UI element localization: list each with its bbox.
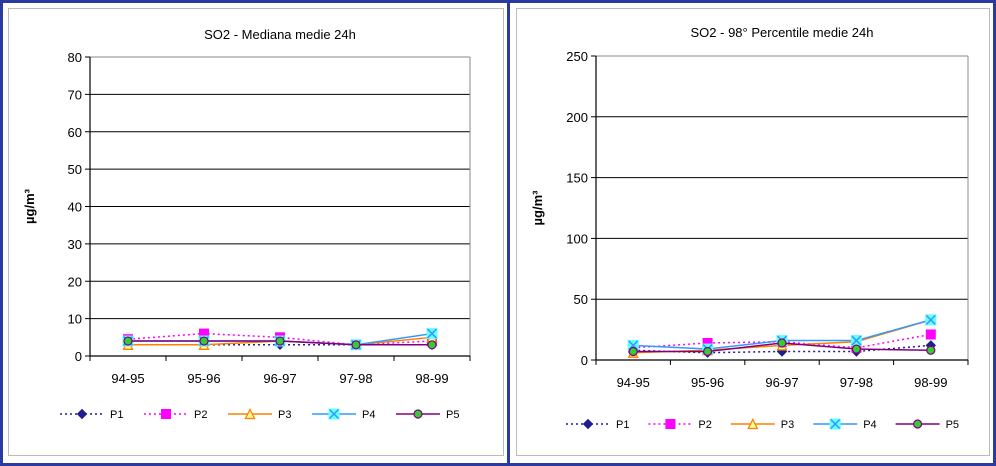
chart-area-border — [8, 8, 504, 456]
chart-title: SO2 - Mediana medie 24h — [204, 27, 356, 42]
y-tick-label: 60 — [68, 125, 82, 140]
chart-left: SO2 - Mediana medie 24h 0 10 20 30 40 50 60 70 80… — [8, 8, 504, 456]
chart-area-border — [516, 8, 990, 456]
x-tick-label: 97-98 — [840, 375, 873, 390]
legend-marker-p1 — [582, 418, 594, 430]
legend-marker-p4 — [328, 408, 340, 420]
data-point-p5 — [123, 336, 133, 346]
x-tick-label: 96-97 — [263, 371, 296, 386]
series-p5 — [123, 336, 437, 350]
data-point-p4-stroke-b — [426, 328, 438, 339]
data-point-p5 — [703, 346, 713, 357]
legend-label-p3: P3 — [278, 409, 291, 421]
x-tick-label: 96-97 — [765, 375, 798, 390]
legend: P1 P2 P3 P4 P5 — [566, 418, 959, 431]
y-tick-label: 50 — [574, 292, 588, 307]
y-tick-label: 50 — [68, 162, 82, 177]
data-point-p4 — [925, 314, 937, 326]
y-tick-label: 70 — [68, 87, 82, 102]
x-tick-label: 95-96 — [187, 371, 220, 386]
x-tick-label: 98-99 — [914, 375, 947, 390]
data-point-p5 — [851, 344, 861, 354]
legend-marker-p2 — [665, 419, 676, 429]
legend-label-p5: P5 — [446, 409, 459, 421]
y-tick-label: 10 — [68, 312, 82, 327]
y-tick-label: 150 — [566, 171, 588, 186]
legend-marker-p1 — [76, 408, 88, 420]
y-axis-label: µg/m³ — [22, 188, 37, 224]
x-tick-label: 94-95 — [111, 371, 144, 386]
legend-label-p1: P1 — [110, 409, 123, 421]
y-tick-label: 80 — [68, 50, 82, 65]
data-point-p5 — [777, 338, 787, 348]
legend-marker-p4-stroke-b — [830, 418, 841, 430]
data-point-p4 — [850, 335, 862, 347]
y-tick-label: 20 — [68, 274, 82, 289]
y-tick-label: 0 — [581, 353, 588, 368]
y-tick-label: 40 — [68, 200, 82, 215]
x-tick-label: 94-95 — [617, 375, 650, 390]
legend-label-p1: P1 — [616, 419, 629, 431]
data-point-p4 — [426, 328, 438, 340]
x-tick-label: 95-96 — [691, 375, 724, 390]
data-point-p5 — [199, 336, 209, 346]
y-tick-label: 200 — [566, 110, 588, 125]
data-point-p5 — [351, 340, 361, 350]
data-point-p5 — [275, 336, 285, 346]
legend-marker-p5 — [913, 419, 923, 429]
data-point-p4-stroke-b — [851, 335, 862, 346]
x-tick-label: 97-98 — [339, 371, 372, 386]
legend-marker-p5 — [413, 409, 423, 419]
legend-label-p5: P5 — [946, 419, 959, 431]
data-point-p5 — [926, 345, 936, 355]
series-line-p2 — [127, 332, 433, 346]
chart-right: SO2 - 98° Percentile medie 24h 0 50 100 150 2… — [516, 8, 990, 456]
frame-border-right — [993, 0, 996, 466]
y-axis-label: µg/m³ — [530, 190, 545, 226]
y-tick-label: 0 — [75, 349, 82, 364]
frame-border-bottom — [0, 463, 996, 466]
series-p5 — [628, 338, 936, 357]
legend-marker-p3 — [747, 418, 759, 430]
legend-label-p4: P4 — [362, 409, 375, 421]
frame-border-top — [0, 0, 996, 3]
data-point-p5 — [427, 340, 437, 350]
y-tick-label: 100 — [566, 231, 588, 246]
data-point-p2 — [925, 329, 936, 340]
data-point-p4-stroke-b — [925, 314, 936, 325]
frame-divider — [507, 0, 510, 466]
legend-label-p3: P3 — [781, 419, 794, 431]
legend-label-p2: P2 — [698, 419, 711, 431]
legend-label-p4: P4 — [863, 419, 876, 431]
legend: P1 P2 P3 P4 P5 — [60, 408, 459, 421]
legend-marker-p4 — [829, 418, 841, 430]
chart-title: SO2 - 98° Percentile medie 24h — [691, 25, 874, 40]
legend-marker-p3 — [244, 408, 256, 420]
legend-marker-p2 — [161, 409, 171, 419]
legend-marker-p4-stroke-b — [328, 408, 340, 420]
y-tick-label: 250 — [566, 49, 588, 64]
data-point-p5 — [628, 346, 638, 357]
legend-label-p2: P2 — [194, 409, 207, 421]
frame-border-left — [0, 0, 3, 466]
y-tick-label: 30 — [68, 237, 82, 252]
x-tick-label: 98-99 — [415, 371, 448, 386]
